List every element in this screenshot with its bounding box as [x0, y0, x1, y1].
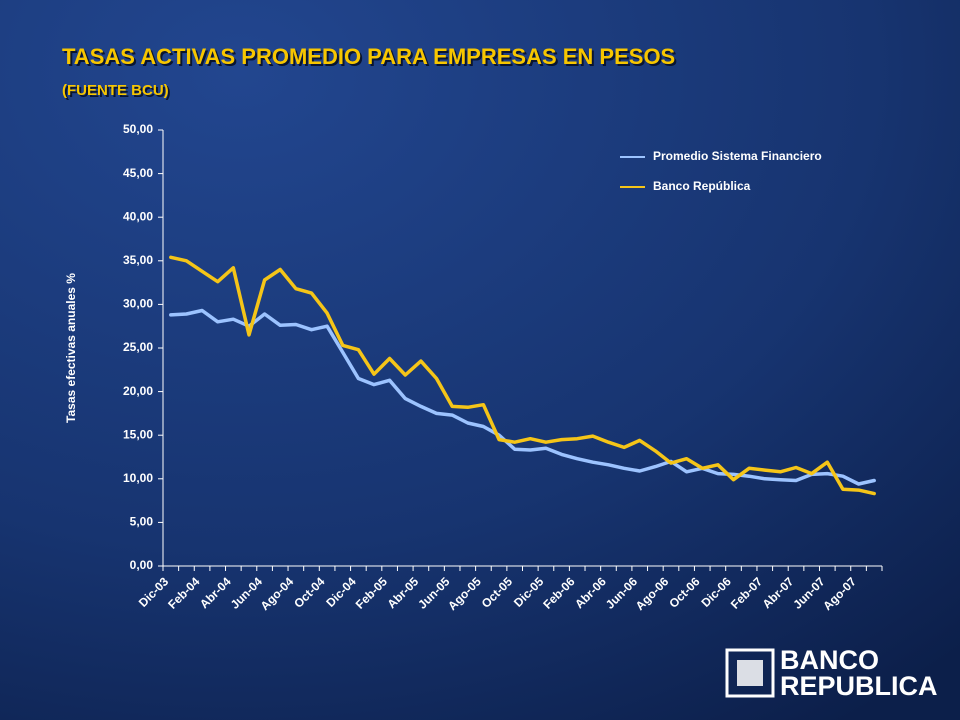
chart-title: TASAS ACTIVAS PROMEDIO PARA EMPRESAS EN …	[62, 44, 675, 69]
y-axis-label: Tasas efectivas anuales %	[64, 273, 78, 423]
y-tick-label: 45,00	[123, 166, 153, 180]
y-tick-label: 50,00	[123, 122, 153, 136]
logo-text: REPUBLICA	[780, 671, 938, 701]
y-tick-label: 35,00	[123, 253, 153, 267]
chart-subtitle: (FUENTE BCU)	[62, 82, 169, 99]
y-tick-label: 30,00	[123, 297, 153, 311]
y-tick-label: 25,00	[123, 340, 153, 354]
legend-label: Banco República	[653, 179, 751, 193]
legend-label: Promedio Sistema Financiero	[653, 149, 822, 163]
line-series	[169, 308, 876, 486]
logo-icon	[725, 648, 775, 698]
y-tick-label: 15,00	[123, 427, 153, 441]
y-tick-label: 10,00	[123, 471, 153, 485]
logo-icon-inner	[737, 660, 763, 686]
y-tick-label: 5,00	[130, 515, 154, 529]
logo: BANCO REPUBLICA	[725, 645, 938, 701]
y-tick-label: 20,00	[123, 384, 153, 398]
y-tick-label: 0,00	[130, 558, 154, 572]
logo-text: BANCO	[780, 645, 879, 675]
y-tick-label: 40,00	[123, 209, 153, 223]
line-series	[169, 255, 876, 496]
